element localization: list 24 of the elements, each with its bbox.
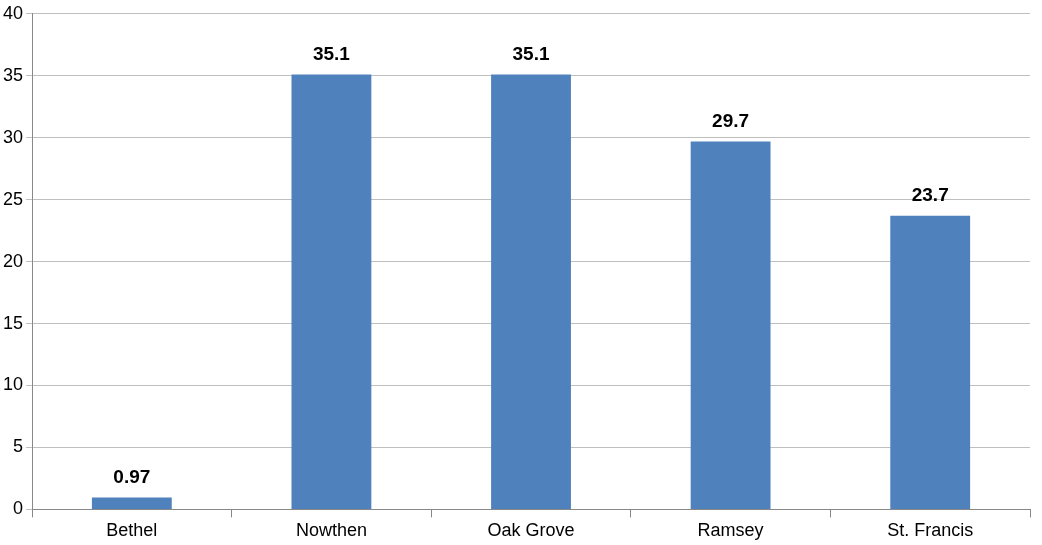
bar bbox=[291, 74, 372, 509]
x-tick-label: Bethel bbox=[106, 520, 158, 541]
data-label: 35.1 bbox=[312, 43, 351, 65]
y-tick-label: 25 bbox=[2, 188, 24, 209]
y-tick-label: 30 bbox=[2, 126, 24, 147]
data-label: 35.1 bbox=[512, 43, 550, 65]
y-tick-label: 5 bbox=[13, 436, 24, 457]
y-tick-label: 10 bbox=[2, 374, 24, 395]
bar bbox=[91, 497, 172, 509]
data-label: 29.7 bbox=[712, 110, 750, 132]
x-tick-label: Ramsey bbox=[697, 520, 764, 541]
bar bbox=[890, 215, 971, 509]
x-tick-label: St. Francis bbox=[887, 520, 974, 541]
x-tick-label: Nowthen bbox=[295, 520, 367, 541]
y-tick-label: 15 bbox=[2, 312, 24, 333]
bar bbox=[491, 74, 571, 509]
data-label: 23.7 bbox=[911, 184, 949, 206]
y-tick-label: 35 bbox=[2, 64, 24, 85]
data-label: 0.97 bbox=[113, 466, 151, 488]
y-tick-label: 20 bbox=[2, 250, 24, 271]
y-tick-label: 40 bbox=[2, 2, 24, 23]
y-tick-label: 0 bbox=[13, 498, 24, 519]
bar bbox=[690, 141, 771, 509]
x-tick-label: Oak Grove bbox=[487, 520, 575, 541]
